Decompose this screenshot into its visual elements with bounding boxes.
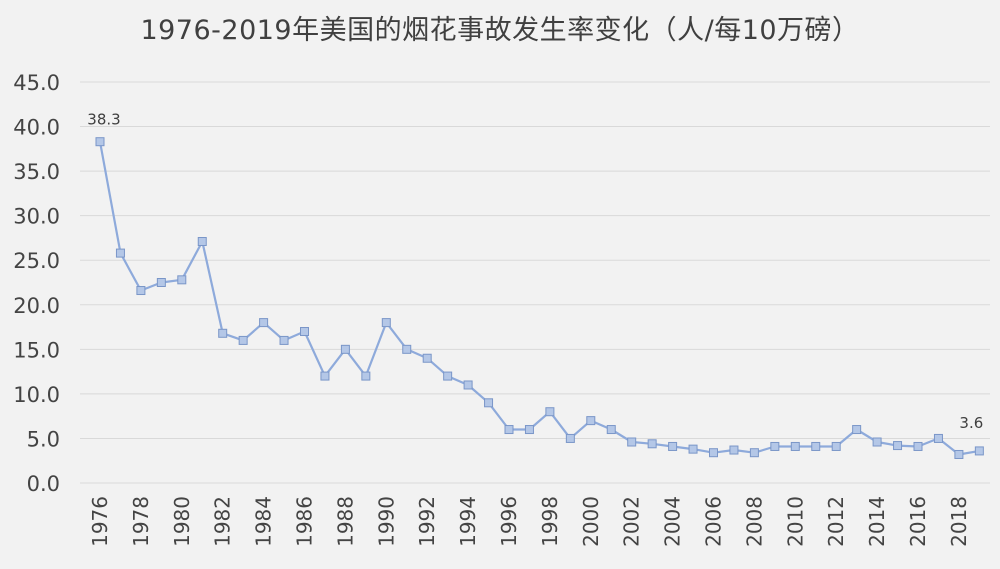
x-tick-label: 1988	[333, 496, 357, 547]
x-tick-label: 2008	[742, 496, 766, 547]
x-tick-label: 2006	[702, 496, 726, 547]
data-point-1980	[177, 275, 187, 285]
y-tick-label: 30.0	[13, 205, 60, 229]
data-point-2003	[647, 439, 657, 449]
x-tick-label: 1990	[374, 496, 398, 547]
x-tick-label: 2002	[620, 496, 644, 547]
y-tick-label: 15.0	[13, 338, 60, 362]
data-point-1991	[402, 344, 412, 354]
x-tick-label: 1992	[415, 496, 439, 547]
y-tick-label: 40.0	[13, 116, 60, 140]
data-point-2012	[831, 441, 841, 451]
data-point-1992	[422, 353, 432, 363]
x-tick-label: 1998	[538, 496, 562, 547]
data-point-2005	[688, 444, 698, 454]
y-tick-label: 35.0	[13, 160, 60, 184]
data-point-1994	[463, 380, 473, 390]
y-tick-label: 45.0	[13, 71, 60, 95]
x-tick-label: 1996	[497, 496, 521, 547]
y-tick-label: 0.0	[27, 472, 60, 496]
data-point-2001	[606, 425, 616, 435]
data-points	[95, 137, 984, 459]
series-line	[98, 141, 980, 456]
x-axis: 1976 1978 1980 1982 1984 1986 1988 1990 1992 1994…	[88, 496, 971, 547]
data-point-1990	[381, 318, 391, 328]
y-axis: 0.0 5.0 10.0 15.0 20.0 25.0 30.0 35.0 40.0 45.0	[13, 71, 60, 496]
data-point-2014	[872, 437, 882, 447]
x-tick-label: 2014	[865, 496, 889, 547]
data-point-1988	[340, 344, 350, 354]
data-point-1993	[443, 371, 453, 381]
x-tick-label: 1982	[211, 496, 235, 547]
x-tick-label: 1980	[170, 496, 194, 547]
x-tick-label: 1976	[88, 496, 112, 547]
data-point-2019	[974, 446, 984, 456]
data-point-1987	[320, 371, 330, 381]
data-point-1977	[115, 248, 125, 258]
x-tick-label: 1984	[252, 496, 276, 547]
data-point-1979	[156, 278, 166, 287]
x-tick-label: 2012	[824, 496, 848, 547]
x-tick-label: 2018	[947, 496, 971, 547]
data-point-1995	[484, 398, 494, 408]
data-label-2019: 3.6	[959, 414, 983, 432]
data-point-1986	[300, 327, 309, 337]
x-tick-label: 2016	[906, 496, 930, 547]
x-tick-label: 1994	[456, 496, 480, 547]
x-tick-label: 2004	[661, 496, 685, 547]
data-point-2006	[709, 448, 718, 458]
data-point-1983	[238, 335, 248, 345]
x-tick-label: 1978	[129, 496, 153, 547]
data-point-1984	[259, 318, 269, 328]
series-line-path	[98, 141, 980, 456]
y-tick-label: 5.0	[27, 427, 60, 451]
data-point-2008	[749, 448, 759, 458]
data-point-2007	[729, 445, 739, 455]
x-tick-label: 2010	[783, 496, 807, 547]
data-point-1985	[279, 335, 289, 345]
data-point-2002	[627, 437, 637, 447]
data-point-1989	[361, 371, 371, 381]
y-tick-label: 20.0	[13, 294, 60, 318]
data-labels: 38.3 3.6	[87, 111, 983, 432]
data-label-1976: 38.3	[87, 111, 120, 129]
gridlines	[80, 81, 990, 484]
data-point-1999	[565, 433, 575, 443]
data-point-1976	[95, 137, 105, 147]
data-point-1978	[136, 286, 146, 296]
x-tick-label: 2000	[579, 496, 603, 547]
data-point-2000	[586, 416, 596, 426]
data-point-2004	[668, 441, 678, 451]
data-point-2013	[852, 425, 862, 435]
data-point-1982	[218, 328, 228, 338]
data-point-2018	[954, 449, 964, 459]
data-point-2009	[770, 441, 780, 451]
data-point-1998	[545, 407, 555, 417]
x-tick-label: 1986	[293, 496, 317, 547]
data-point-2010	[790, 441, 800, 451]
data-point-1981	[197, 237, 207, 247]
data-point-2015	[893, 441, 903, 451]
y-tick-label: 25.0	[13, 249, 60, 273]
data-point-2016	[913, 441, 923, 451]
y-tick-label: 10.0	[13, 383, 60, 407]
data-point-1996	[504, 425, 514, 435]
data-point-2011	[811, 441, 821, 451]
chart-title: 1976-2019年美国的烟花事故发生率变化（人/每10万磅）	[140, 15, 860, 46]
data-point-1997	[524, 425, 534, 435]
data-point-2017	[933, 433, 943, 443]
